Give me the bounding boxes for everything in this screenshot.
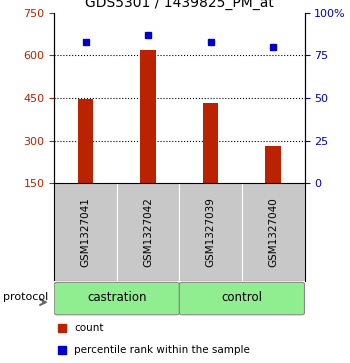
Title: GDS5301 / 1439825_PM_at: GDS5301 / 1439825_PM_at: [85, 0, 274, 10]
Text: count: count: [74, 323, 104, 333]
Text: GSM1327039: GSM1327039: [206, 197, 216, 267]
Bar: [203, 103, 218, 183]
Bar: [265, 146, 281, 183]
Bar: [78, 99, 93, 183]
Text: GSM1327041: GSM1327041: [80, 197, 91, 267]
FancyBboxPatch shape: [179, 282, 304, 315]
Text: GSM1327042: GSM1327042: [143, 197, 153, 267]
Text: percentile rank within the sample: percentile rank within the sample: [74, 344, 250, 355]
Text: control: control: [222, 291, 262, 305]
Text: protocol: protocol: [4, 292, 49, 302]
FancyBboxPatch shape: [54, 282, 179, 315]
Bar: [54, 183, 117, 281]
Text: GSM1327040: GSM1327040: [268, 197, 278, 267]
Text: castration: castration: [87, 291, 147, 305]
Bar: [179, 183, 242, 281]
Bar: [117, 183, 179, 281]
Bar: [242, 183, 304, 281]
Bar: [140, 50, 156, 183]
